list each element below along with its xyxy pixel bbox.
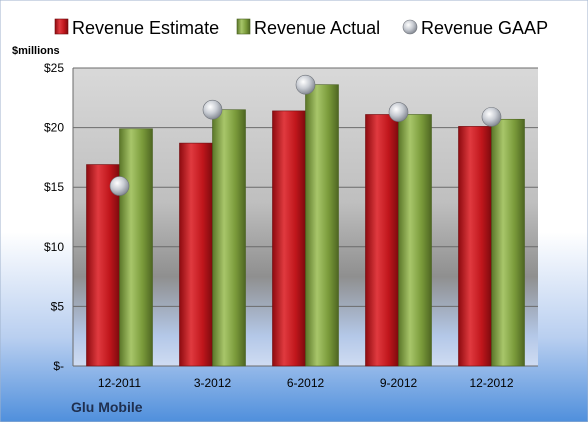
bar-revenue-actual (212, 109, 246, 367)
bar-revenue-actual (398, 114, 432, 367)
legend-swatch (236, 18, 251, 35)
y-axis: $- $5 $10 $15 $20 $25 (44, 61, 74, 373)
y-tick-label: $10 (44, 240, 64, 254)
y-tick-label: $20 (44, 121, 64, 135)
x-tick-label: 3-2012 (194, 376, 232, 390)
bar-revenue-estimate (458, 126, 492, 367)
gaap-marker (109, 176, 130, 196)
bar-revenue-actual (119, 128, 153, 367)
gaap-marker (202, 99, 223, 120)
legend-swatch (54, 18, 69, 35)
bar-revenue-estimate (86, 164, 120, 367)
gaap-markers-group (109, 74, 502, 196)
x-tick-label: 12-2011 (98, 376, 141, 390)
bar-revenue-actual (305, 84, 339, 367)
y-tick-label: $5 (51, 299, 65, 313)
legend-label: Revenue Actual (254, 18, 380, 38)
x-tick-label: 9-2012 (380, 376, 418, 390)
bar-revenue-estimate (272, 110, 306, 367)
x-tick-label: 12-2012 (469, 376, 513, 390)
legend-label: Revenue GAAP (421, 18, 548, 38)
bars-group (86, 84, 525, 367)
y-axis-label: $millions (12, 45, 60, 57)
gaap-marker (388, 102, 409, 122)
company-name: Glu Mobile (71, 399, 143, 415)
y-tick-label: $25 (44, 61, 64, 75)
bar-revenue-actual (491, 118, 525, 367)
y-tick-label: $15 (44, 180, 64, 194)
bar-revenue-estimate (365, 114, 399, 367)
legend: Revenue Estimate Revenue Actual Revenue GA… (54, 18, 548, 38)
gaap-marker (481, 107, 502, 127)
x-tick-label: 6-2012 (287, 376, 325, 390)
y-tick-label: $- (53, 359, 64, 373)
gaap-marker (295, 74, 316, 95)
legend-swatch (402, 19, 418, 35)
legend-label: Revenue Estimate (72, 18, 219, 38)
bar-revenue-estimate (179, 142, 213, 367)
x-axis: 12-2011 3-2012 6-2012 9-2012 12-2012 (98, 376, 514, 390)
